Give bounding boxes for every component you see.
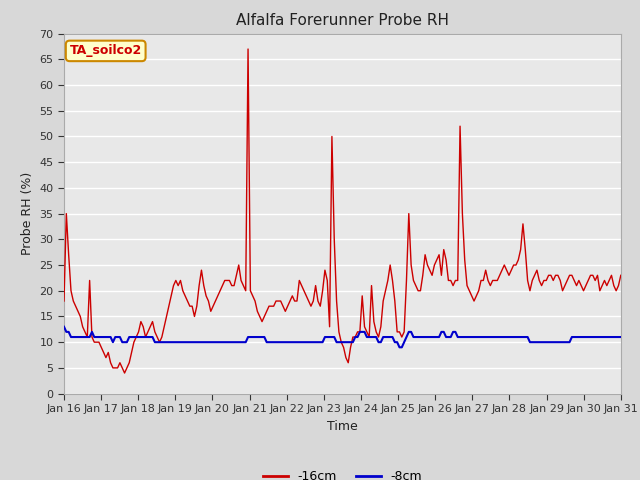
Title: Alfalfa Forerunner Probe RH: Alfalfa Forerunner Probe RH xyxy=(236,13,449,28)
Text: TA_soilco2: TA_soilco2 xyxy=(70,44,142,58)
Y-axis label: Probe RH (%): Probe RH (%) xyxy=(21,172,34,255)
Legend: -16cm, -8cm: -16cm, -8cm xyxy=(257,465,428,480)
X-axis label: Time: Time xyxy=(327,420,358,432)
